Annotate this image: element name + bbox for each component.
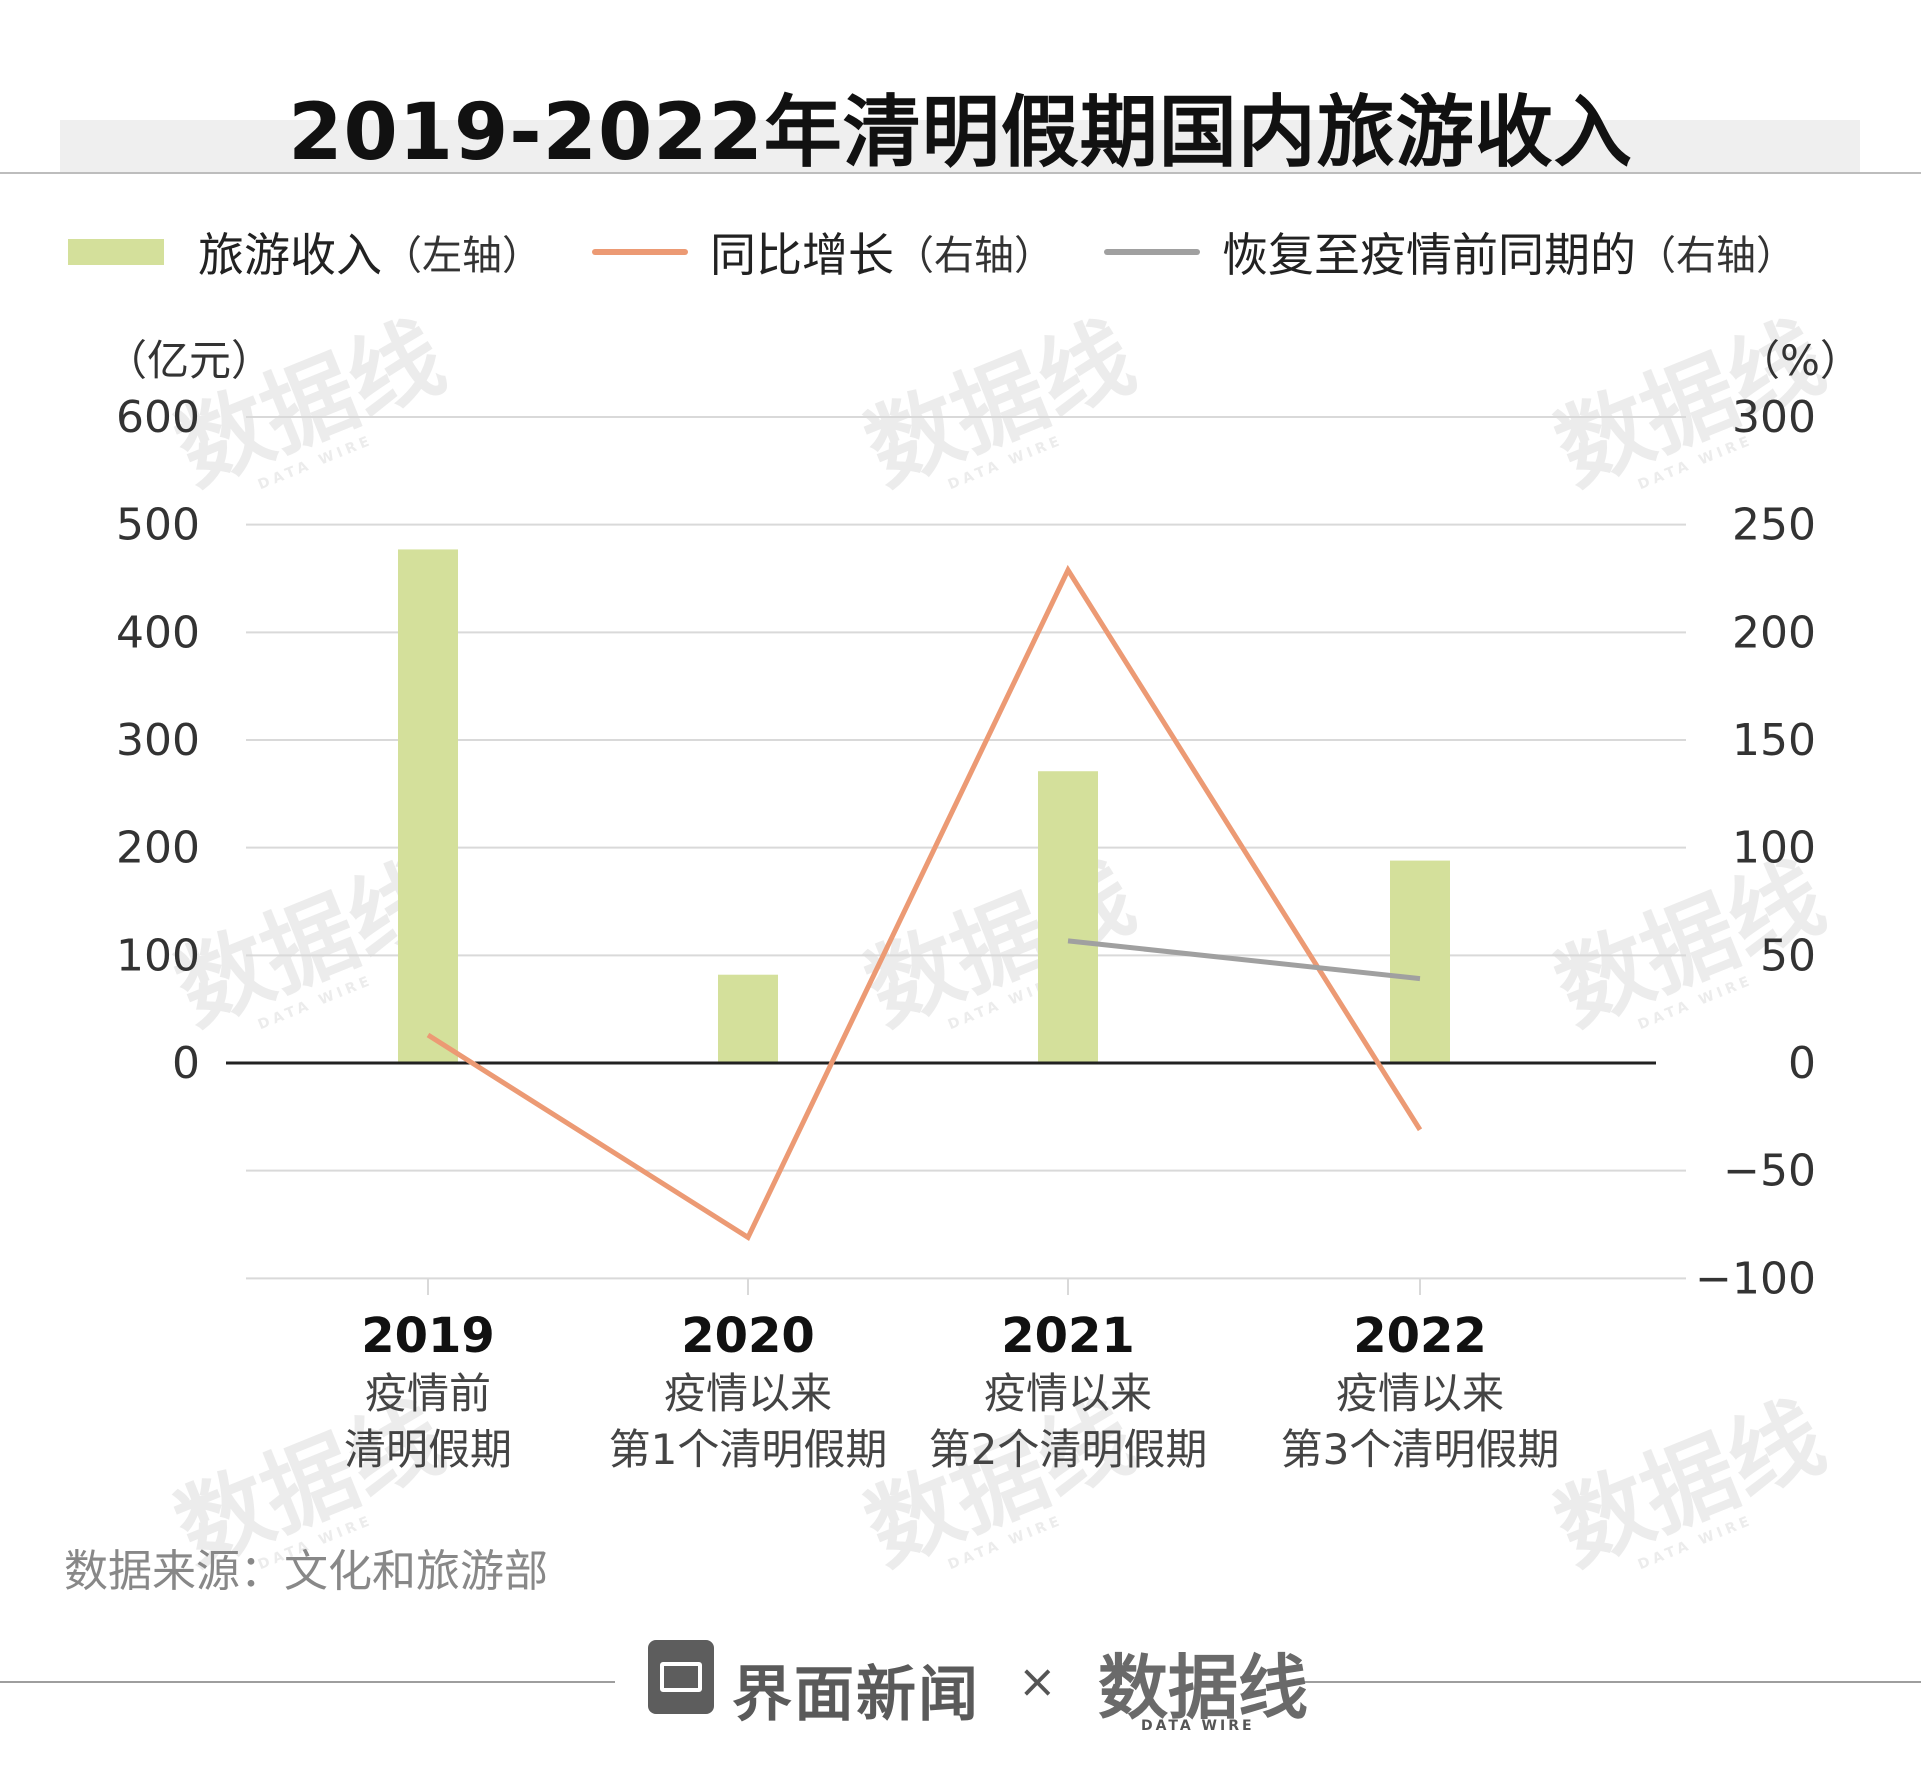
brand-logo-icon <box>648 1640 714 1714</box>
right-tick-label: 300 <box>1732 392 1816 443</box>
x-category-sublabel: 疫情以来 <box>1336 1369 1504 1418</box>
x-category-sublabel: 疫情以来 <box>664 1369 832 1418</box>
yoy-line <box>426 564 1423 1242</box>
legend: 旅游收入 （左轴） 同比增长 （右轴） 恢复至疫情前同期的 （右轴） <box>68 222 1846 282</box>
right-tick-label: −50 <box>1723 1146 1816 1197</box>
legend-item-recovery: 恢复至疫情前同期的 （右轴） <box>1104 219 1796 285</box>
left-tick-label: 400 <box>116 607 200 658</box>
chart-title: 2019-2022年清明假期国内旅游收入 <box>288 88 1633 178</box>
legend-item-yoy: 同比增长 （右轴） <box>592 219 1054 285</box>
x-category-label: 2022 <box>1353 1308 1487 1364</box>
right-tick-label: 50 <box>1760 930 1816 981</box>
x-category-sublabel: 第1个清明假期 <box>609 1425 888 1474</box>
legend-label-yoy: 同比增长 <box>710 228 894 282</box>
left-tick-label: 300 <box>116 715 200 766</box>
right-tick-label: 0 <box>1788 1038 1816 1089</box>
x-category-label: 2019 <box>361 1308 495 1364</box>
brand-name: 界面新闻 <box>732 1660 980 1730</box>
legend-axis-recovery: （右轴） <box>1636 233 1796 279</box>
right-tick-label: −100 <box>1695 1253 1816 1304</box>
legend-axis-revenue: （左轴） <box>382 233 542 279</box>
x-category-sublabel: 疫情以来 <box>984 1369 1152 1418</box>
x-category-label: 2021 <box>1001 1308 1135 1364</box>
footer-rule-right <box>1302 1681 1921 1683</box>
data-source: 数据来源：文化和旅游部 <box>64 1546 548 1597</box>
bar-2019 <box>398 549 458 1063</box>
right-tick-label: 100 <box>1732 823 1816 874</box>
partner-logo-sub: DATA WIRE <box>1141 1718 1255 1734</box>
bar-2021 <box>1038 771 1098 1063</box>
brand-separator: × <box>1018 1654 1057 1708</box>
title-rule <box>0 172 1921 174</box>
recovery-line <box>1067 938 1421 982</box>
left-tick-label: 200 <box>116 823 200 874</box>
bar-2020 <box>718 974 778 1063</box>
x-category-sublabel: 第3个清明假期 <box>1281 1425 1560 1474</box>
footer-rule-left <box>0 1681 615 1683</box>
left-tick-label: 600 <box>116 392 200 443</box>
x-category-label: 2020 <box>681 1308 815 1364</box>
right-tick-label: 200 <box>1732 607 1816 658</box>
bar-2022 <box>1390 860 1450 1063</box>
left-axis-unit: （亿元） <box>105 336 273 385</box>
footer: 界面新闻 × 数据线 DATA WIRE <box>0 1640 1921 1750</box>
right-tick-label: 150 <box>1732 715 1816 766</box>
x-category-sublabel: 第2个清明假期 <box>929 1425 1208 1474</box>
partner-logo: 数据线 <box>1098 1647 1308 1729</box>
x-category-sublabel: 疫情前 <box>365 1369 491 1418</box>
legend-label-recovery: 恢复至疫情前同期的 <box>1222 228 1636 282</box>
left-tick-label: 0 <box>172 1038 200 1089</box>
legend-item-revenue: 旅游收入 （左轴） <box>68 219 542 285</box>
legend-swatch-yoy <box>592 249 688 255</box>
legend-swatch-revenue <box>68 239 164 265</box>
title-band <box>60 120 1860 172</box>
legend-axis-yoy: （右轴） <box>894 233 1054 279</box>
left-tick-label: 100 <box>116 930 200 981</box>
legend-label-revenue: 旅游收入 <box>198 228 382 282</box>
legend-swatch-recovery <box>1104 249 1200 255</box>
right-tick-label: 250 <box>1732 500 1816 551</box>
x-category-sublabel: 清明假期 <box>344 1425 512 1474</box>
right-axis-unit: （%） <box>1738 336 1862 385</box>
left-tick-label: 500 <box>116 500 200 551</box>
